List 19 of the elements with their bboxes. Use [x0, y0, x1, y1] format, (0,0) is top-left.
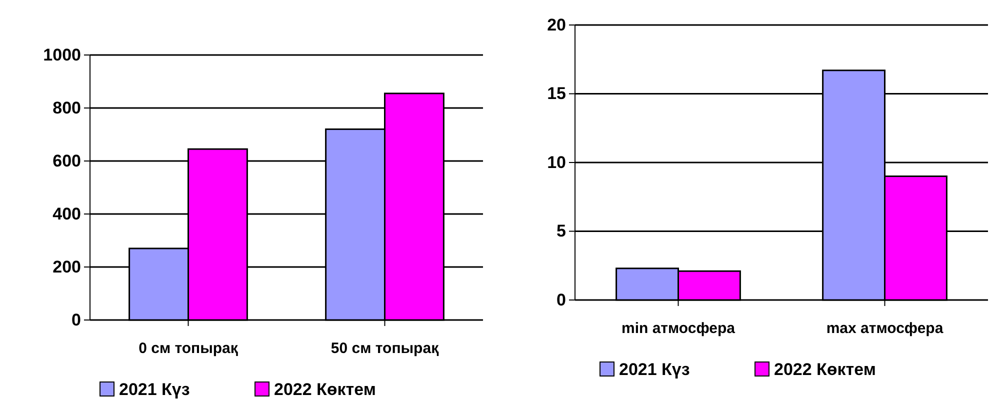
- y-tick-label: 5: [556, 222, 566, 241]
- legend-label: 2021 Күз: [119, 380, 190, 399]
- x-tick-label: min атмосфера: [621, 320, 736, 337]
- x-tick-label: max атмосфера: [826, 320, 944, 337]
- legend-label: 2021 Күз: [619, 360, 690, 379]
- y-tick-label: 400: [52, 204, 81, 224]
- y-tick-label: 200: [52, 257, 81, 276]
- y-tick-label: 1000: [43, 45, 81, 64]
- y-tick-label: 10: [547, 152, 566, 172]
- x-tick-label: 0 см топырақ: [138, 340, 238, 357]
- legend-label: 2022 Көктем: [274, 380, 376, 399]
- y-tick-label: 0: [556, 290, 566, 310]
- y-tick-label: 15: [547, 84, 566, 104]
- y-tick-label: 20: [547, 15, 566, 34]
- y-tick-label: 800: [52, 98, 81, 118]
- y-tick-label: 600: [52, 151, 81, 170]
- x-tick-label: 50 см топырақ: [330, 340, 440, 357]
- y-tick-label: 0: [72, 310, 81, 330]
- legend-label: 2022 Көктем: [774, 360, 876, 379]
